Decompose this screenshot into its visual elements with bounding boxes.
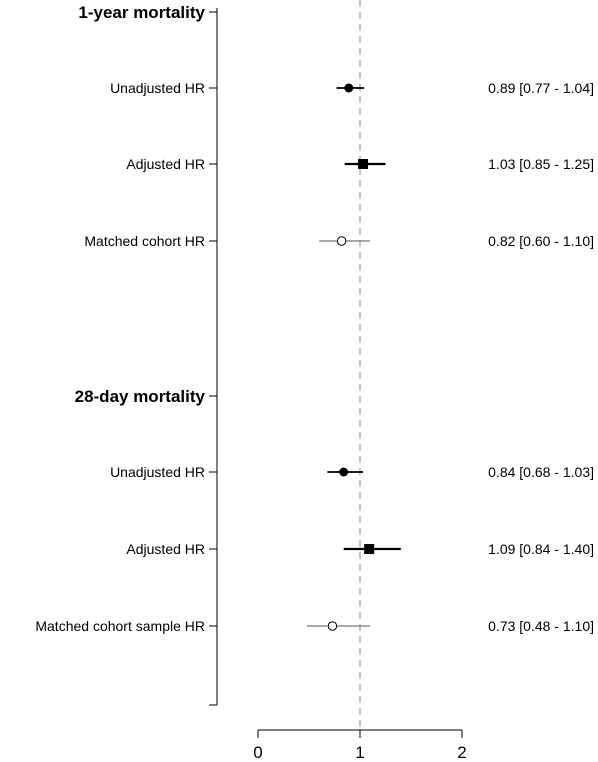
section-title: 1-year mortality xyxy=(78,3,205,22)
plot-content: 1-year mortality Unadjusted HR 0.89 [0.77 … xyxy=(35,3,594,706)
estimate-label: 0.84 [0.68 - 1.03] xyxy=(488,464,594,480)
estimate-label: 1.09 [0.84 - 1.40] xyxy=(488,541,594,557)
point-estimate xyxy=(339,467,349,477)
row-label: Matched cohort sample HR xyxy=(35,618,205,634)
estimate-label: 0.82 [0.60 - 1.10] xyxy=(488,233,594,249)
point-estimate xyxy=(344,83,354,93)
row-label: Adjusted HR xyxy=(126,156,205,172)
row-label: Matched cohort HR xyxy=(84,233,205,249)
estimate-label: 0.73 [0.48 - 1.10] xyxy=(488,618,594,634)
x-tick-label: 2 xyxy=(457,743,466,762)
x-tick-label: 0 xyxy=(253,743,262,762)
x-axis: 0 1 2 xyxy=(253,729,467,762)
point-estimate xyxy=(364,544,375,554)
point-estimate xyxy=(336,236,347,246)
x-tick-label: 1 xyxy=(355,743,364,762)
point-estimate xyxy=(358,159,369,169)
row-label: Adjusted HR xyxy=(126,541,205,557)
estimate-label: 0.89 [0.77 - 1.04] xyxy=(488,80,594,96)
estimate-label: 1.03 [0.85 - 1.25] xyxy=(488,156,594,172)
point-estimate xyxy=(327,621,338,631)
row-label: Unadjusted HR xyxy=(110,80,205,96)
row-label: Unadjusted HR xyxy=(110,464,205,480)
section-title: 28-day mortality xyxy=(75,387,206,406)
